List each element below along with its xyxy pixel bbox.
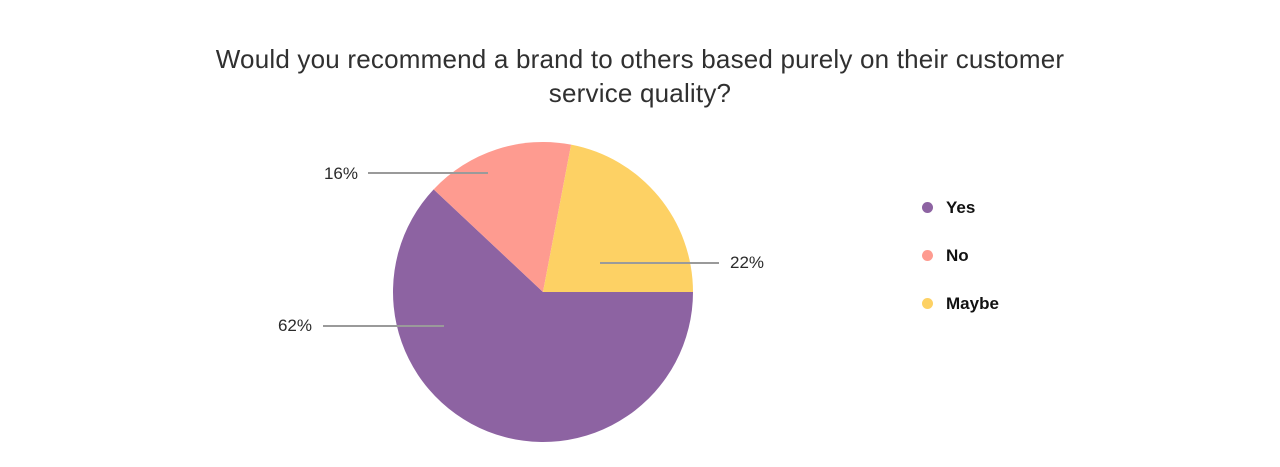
legend-label-no: No — [946, 246, 969, 265]
dot-icon — [922, 202, 933, 213]
legend-item-yes: Yes — [922, 199, 999, 216]
leader-line-maybe — [600, 262, 719, 264]
legend-label-maybe: Maybe — [946, 294, 999, 313]
leader-line-yes — [323, 325, 444, 327]
pie-slice-no — [433, 142, 572, 292]
legend-item-maybe: Maybe — [922, 295, 999, 312]
dot-icon — [922, 250, 933, 261]
slice-value-label-maybe: 22% — [730, 253, 765, 272]
legend-label-yes: Yes — [946, 198, 976, 217]
leader-line-no — [368, 172, 488, 174]
dot-icon — [922, 298, 933, 309]
slice-value-label-no: 16% — [323, 164, 358, 183]
legend: Yes No Maybe — [922, 199, 999, 312]
slice-value-label-yes: 62% — [277, 316, 312, 335]
chart-title: Would you recommend a brand to others ba… — [215, 44, 1065, 108]
pie-chart — [393, 142, 693, 442]
pie-slice-maybe — [543, 144, 693, 292]
legend-item-no: No — [922, 247, 999, 264]
pie-slice-yes — [393, 189, 693, 442]
